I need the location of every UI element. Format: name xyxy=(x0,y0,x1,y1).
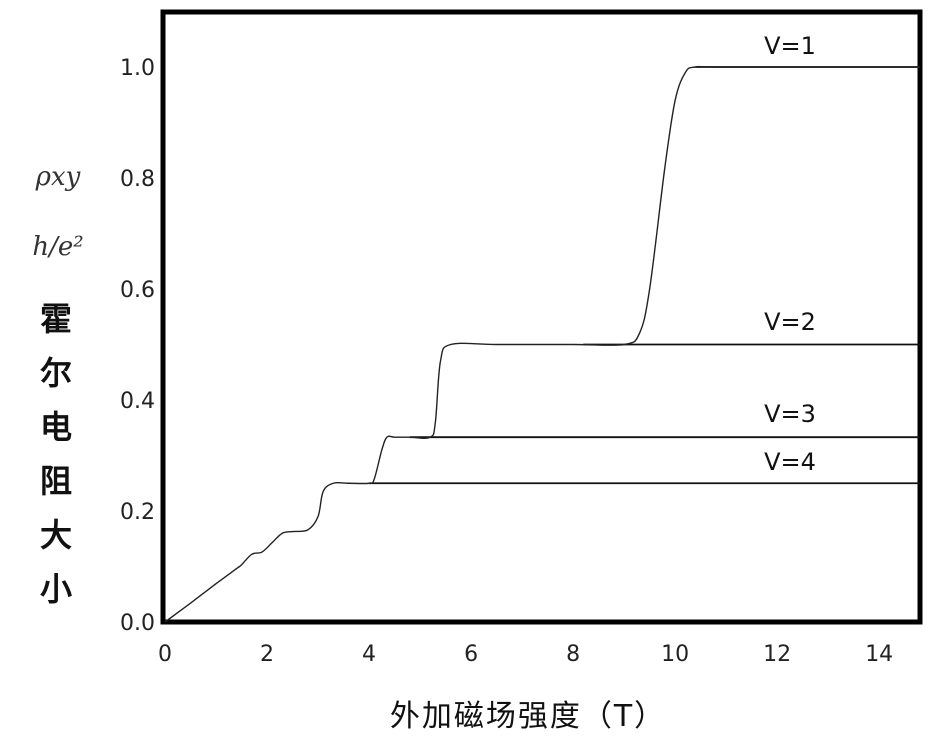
hall-resistance-curve xyxy=(164,65,920,623)
x-axis-title: 外加磁场强度（T） xyxy=(390,699,666,734)
y-axis-title-char: 阻 xyxy=(40,462,72,500)
y-axis-title-char: 尔 xyxy=(40,354,72,392)
y-axis-title-char: 小 xyxy=(40,570,72,608)
plateau-label: V=4 xyxy=(764,448,816,476)
y-tick-label: 0.0 xyxy=(120,611,155,636)
plateau-label: V=1 xyxy=(764,32,816,60)
x-axis-ticks: 0 2 4 6 8 10 12 14 xyxy=(158,642,893,667)
y-axis-title-char: 霍 xyxy=(40,300,72,338)
plot-frame xyxy=(160,9,923,625)
y-tick-label: 1.0 xyxy=(120,56,155,81)
y-axis-ticks: 0.0 0.2 0.4 0.6 0.8 1.0 xyxy=(120,56,155,636)
y-tick-label: 0.2 xyxy=(120,500,155,525)
y-tick-label: 0.4 xyxy=(120,389,155,414)
plateau-layer xyxy=(369,66,920,485)
x-tick-label: 10 xyxy=(661,642,689,667)
x-tick-label: 2 xyxy=(260,642,274,667)
y-tick-label: 0.8 xyxy=(120,167,155,192)
x-tick-label: 6 xyxy=(464,642,478,667)
plateau-label: V=2 xyxy=(764,308,816,336)
y-axis-symbol: ρxy xyxy=(35,162,81,192)
y-axis-title-char: 大 xyxy=(40,516,72,554)
x-tick-label: 0 xyxy=(158,642,172,667)
y-axis-title-char: 电 xyxy=(40,408,72,446)
y-tick-label: 0.6 xyxy=(120,278,155,303)
x-tick-label: 8 xyxy=(566,642,580,667)
x-tick-label: 14 xyxy=(865,642,893,667)
x-tick-label: 4 xyxy=(362,642,376,667)
plateau-labels: V=1 V=2 V=3 V=4 xyxy=(764,32,816,476)
y-axis-symbol: h/e² xyxy=(32,232,83,262)
x-tick-label: 12 xyxy=(763,642,791,667)
plateau-label: V=3 xyxy=(764,400,816,428)
